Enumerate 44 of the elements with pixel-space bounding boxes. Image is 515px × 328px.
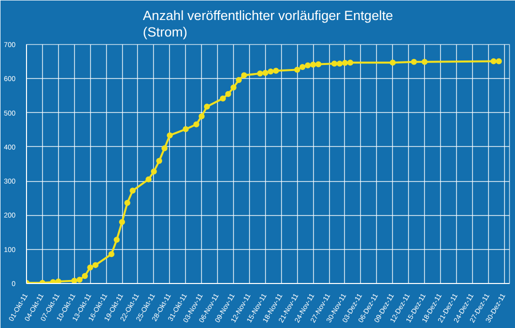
point xyxy=(114,236,120,243)
point xyxy=(331,60,338,67)
point xyxy=(119,219,126,226)
point xyxy=(204,104,210,110)
point xyxy=(124,200,130,206)
point xyxy=(490,58,497,64)
point xyxy=(410,58,417,65)
point xyxy=(272,68,279,74)
point xyxy=(315,61,322,68)
point xyxy=(108,251,114,258)
point xyxy=(150,168,157,175)
point xyxy=(198,113,205,120)
point xyxy=(496,58,502,64)
point xyxy=(220,95,226,102)
point xyxy=(92,262,98,268)
point xyxy=(182,126,189,132)
point xyxy=(336,60,343,67)
chart-title: Anzahl veröffentlichter vorläufiger Entgelte (Strom) xyxy=(142,8,394,40)
point xyxy=(300,64,306,70)
point xyxy=(82,272,88,279)
point xyxy=(304,62,311,68)
point xyxy=(230,84,236,91)
point xyxy=(310,62,316,68)
point xyxy=(294,66,300,73)
point xyxy=(156,158,162,164)
point xyxy=(193,121,200,128)
point xyxy=(146,176,152,182)
point xyxy=(347,60,354,66)
point xyxy=(268,68,274,74)
point xyxy=(225,91,232,97)
point xyxy=(241,72,248,78)
point xyxy=(262,70,268,76)
point xyxy=(342,60,348,66)
point xyxy=(130,188,136,194)
point xyxy=(162,145,168,152)
point xyxy=(76,276,83,283)
point xyxy=(257,70,264,77)
point xyxy=(390,60,396,66)
point xyxy=(422,58,428,65)
point xyxy=(87,264,94,270)
point xyxy=(71,278,78,284)
point xyxy=(236,77,242,84)
point xyxy=(55,278,62,284)
point xyxy=(166,132,173,138)
